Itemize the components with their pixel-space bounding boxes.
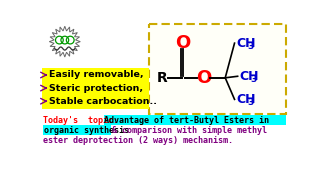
Text: CH: CH [236,93,256,106]
Text: O: O [196,69,211,87]
Text: Advantage of tert-Butyl Esters in: Advantage of tert-Butyl Esters in [104,116,269,125]
Text: organic synthesis: organic synthesis [44,126,129,135]
Text: R: R [157,71,168,85]
Text: Steric protection,: Steric protection, [49,84,143,93]
Text: 3: 3 [251,75,257,84]
Text: Stable carbocation..: Stable carbocation.. [49,97,157,106]
Text: Today's  topic:: Today's topic: [43,116,118,125]
Text: & comparison with simple methyl: & comparison with simple methyl [112,126,267,135]
Text: Easily removable,: Easily removable, [49,71,144,80]
Text: O: O [175,34,190,52]
Text: 3: 3 [248,98,254,107]
Text: 3: 3 [248,42,254,51]
Text: CH: CH [239,70,259,83]
FancyBboxPatch shape [43,125,110,135]
Text: ester deprotection (2 ways) mechanism.: ester deprotection (2 ways) mechanism. [43,136,233,145]
FancyBboxPatch shape [148,24,286,114]
FancyBboxPatch shape [104,115,286,125]
Text: CH: CH [236,37,256,50]
FancyBboxPatch shape [42,68,148,109]
